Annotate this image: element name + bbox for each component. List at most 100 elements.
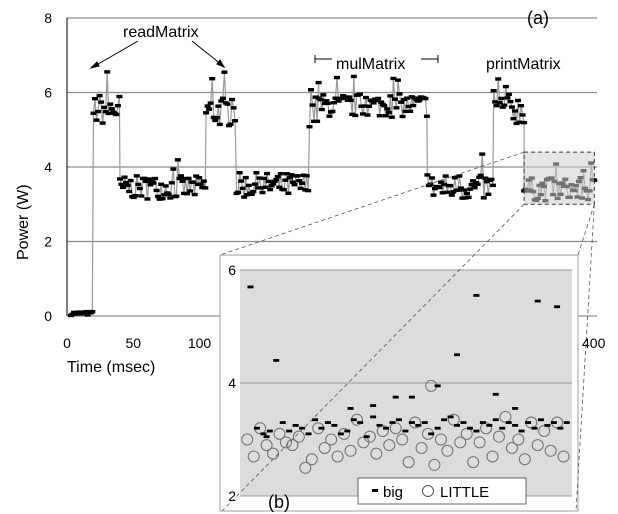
little-point <box>460 427 473 440</box>
inset-big-series <box>247 285 570 439</box>
power-sample-point <box>212 118 219 123</box>
power-sample-point <box>238 179 245 183</box>
power-sample-point <box>218 99 225 103</box>
power-sample-point <box>90 111 97 115</box>
big-point <box>299 426 306 430</box>
mulmatrix-range-bracket <box>314 55 439 63</box>
big-point <box>253 426 260 430</box>
big-point <box>408 395 415 399</box>
power-sample-point <box>77 310 84 314</box>
main-y-tick-label: 4 <box>44 159 52 175</box>
power-sample-point <box>168 181 175 185</box>
power-sample-point <box>511 109 518 113</box>
power-sample-point <box>96 93 103 98</box>
big-point <box>434 384 441 388</box>
power-sample-point <box>334 75 341 80</box>
power-sample-point <box>471 185 478 190</box>
power-sample-point <box>202 186 209 190</box>
power-sample-point <box>323 99 330 103</box>
power-sample-point <box>300 173 307 177</box>
power-sample-point <box>485 192 492 196</box>
power-sample-point <box>314 119 321 123</box>
power-sample-point <box>276 185 283 189</box>
big-point <box>370 404 377 407</box>
power-sample-point <box>482 176 489 180</box>
power-sample-point <box>332 96 339 100</box>
power-sample-point <box>407 109 414 114</box>
power-sample-point <box>197 182 204 186</box>
power-sample-point <box>145 177 152 181</box>
power-sample-point <box>439 191 446 195</box>
power-sample-point <box>350 74 357 79</box>
power-sample-point <box>405 104 412 109</box>
power-sample-point <box>235 190 242 195</box>
power-sample-point <box>133 174 140 178</box>
big-point <box>273 359 280 362</box>
little-point <box>247 450 260 463</box>
power-sample-point <box>274 174 281 179</box>
big-point <box>357 421 364 424</box>
big-point <box>473 294 480 297</box>
power-sample-point <box>296 179 303 183</box>
power-sample-point <box>382 114 389 118</box>
power-sample-point <box>424 173 431 177</box>
power-sample-point <box>176 176 183 181</box>
little-point <box>512 433 525 446</box>
power-sample-point <box>343 95 350 99</box>
power-sample-point <box>194 182 201 187</box>
power-sample-point <box>356 92 363 96</box>
big-point <box>263 435 270 439</box>
inset-y-tick-labels: 2 4 6 <box>228 262 236 504</box>
power-sample-point <box>498 96 505 101</box>
big-point <box>247 285 254 289</box>
legend-big-marker <box>372 489 378 492</box>
power-sample-point <box>210 115 217 120</box>
power-sample-point <box>107 102 114 106</box>
little-point <box>544 444 557 457</box>
power-sample-point <box>321 101 328 106</box>
big-point <box>260 432 267 436</box>
big-point <box>331 423 338 427</box>
power-sample-point <box>364 113 371 117</box>
power-sample-point <box>174 158 181 162</box>
power-sample-point <box>161 193 168 197</box>
power-sample-point <box>502 84 509 89</box>
power-sample-point <box>207 101 214 105</box>
power-sample-point <box>335 99 342 103</box>
power-sample-point <box>204 104 211 108</box>
power-sample-point <box>436 185 443 190</box>
power-sample-point <box>144 197 151 201</box>
power-sample-point <box>215 104 222 108</box>
power-sample-point <box>116 94 123 99</box>
big-point <box>531 426 538 430</box>
power-sample-point <box>444 190 451 194</box>
power-sample-point <box>136 186 143 191</box>
power-sample-point <box>404 96 411 100</box>
power-sample-point <box>432 186 439 191</box>
power-sample-point <box>430 193 437 197</box>
power-sample-point <box>490 89 497 93</box>
power-sample-point <box>187 189 194 193</box>
big-point <box>389 421 396 424</box>
zoom-window <box>523 151 595 205</box>
big-point <box>376 423 383 427</box>
power-sample-point <box>170 167 177 171</box>
panel-label-a: (a) <box>527 8 549 28</box>
power-sample-point <box>221 70 228 74</box>
power-sample-point <box>468 182 475 187</box>
power-sample-point <box>299 181 306 186</box>
big-point <box>347 407 354 410</box>
little-point <box>467 456 480 469</box>
power-sample-point <box>177 174 184 178</box>
power-sample-point <box>180 191 187 196</box>
power-sample-point <box>464 191 471 196</box>
readmatrix-arrows <box>89 40 226 69</box>
big-point <box>286 429 293 433</box>
big-point <box>447 415 454 419</box>
power-sample-point <box>141 176 148 181</box>
power-sample-point <box>317 97 324 102</box>
inset-y-tick-label: 4 <box>228 375 236 391</box>
little-point <box>492 430 505 443</box>
big-point <box>434 426 441 430</box>
little-point <box>447 413 460 426</box>
